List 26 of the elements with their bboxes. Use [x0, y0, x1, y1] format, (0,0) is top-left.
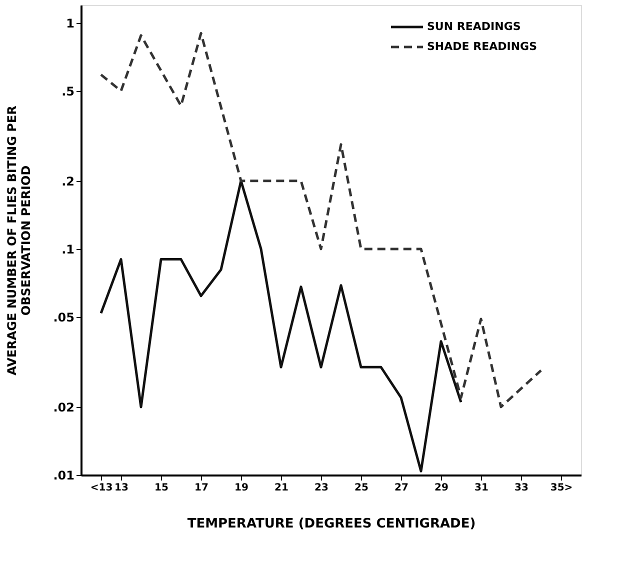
line-series — [100, 32, 542, 408]
x-axis-title: TEMPERATURE (DEGREES CENTIGRADE) — [187, 516, 476, 532]
legend-label: SHADE READINGS — [427, 40, 538, 53]
y-axis-title: AVERAGE NUMBER OF FLIES BITING PER OBSERVATION PERIOD — [5, 106, 34, 376]
x-tick-label: 35> — [550, 482, 573, 494]
x-tick-label: 19 — [234, 482, 248, 494]
y-tick-label: .5 — [62, 84, 74, 98]
x-tick-label: <13 — [90, 482, 113, 494]
x-tick-label: 33 — [514, 482, 528, 494]
x-tick-label: 31 — [474, 482, 488, 494]
x-tick-label: 23 — [314, 482, 328, 494]
x-tick-label: 17 — [194, 482, 208, 494]
line-series — [100, 180, 462, 472]
x-tick-label: 29 — [434, 482, 448, 494]
x-tick-label: 27 — [394, 482, 408, 494]
x-tick-label: 25 — [354, 482, 368, 494]
x-tick-label: 21 — [274, 482, 288, 494]
y-tick-label: .01 — [53, 468, 74, 482]
y-tick-label: 1 — [66, 16, 74, 30]
legend-label: SUN READINGS — [427, 20, 521, 33]
x-tick-label: 13 — [114, 482, 128, 494]
y-tick-label: .1 — [62, 242, 74, 256]
y-tick-label: .2 — [62, 174, 74, 188]
y-tick-label: .02 — [53, 400, 74, 414]
x-tick-label: 15 — [154, 482, 168, 494]
y-tick-label: .05 — [53, 310, 74, 324]
